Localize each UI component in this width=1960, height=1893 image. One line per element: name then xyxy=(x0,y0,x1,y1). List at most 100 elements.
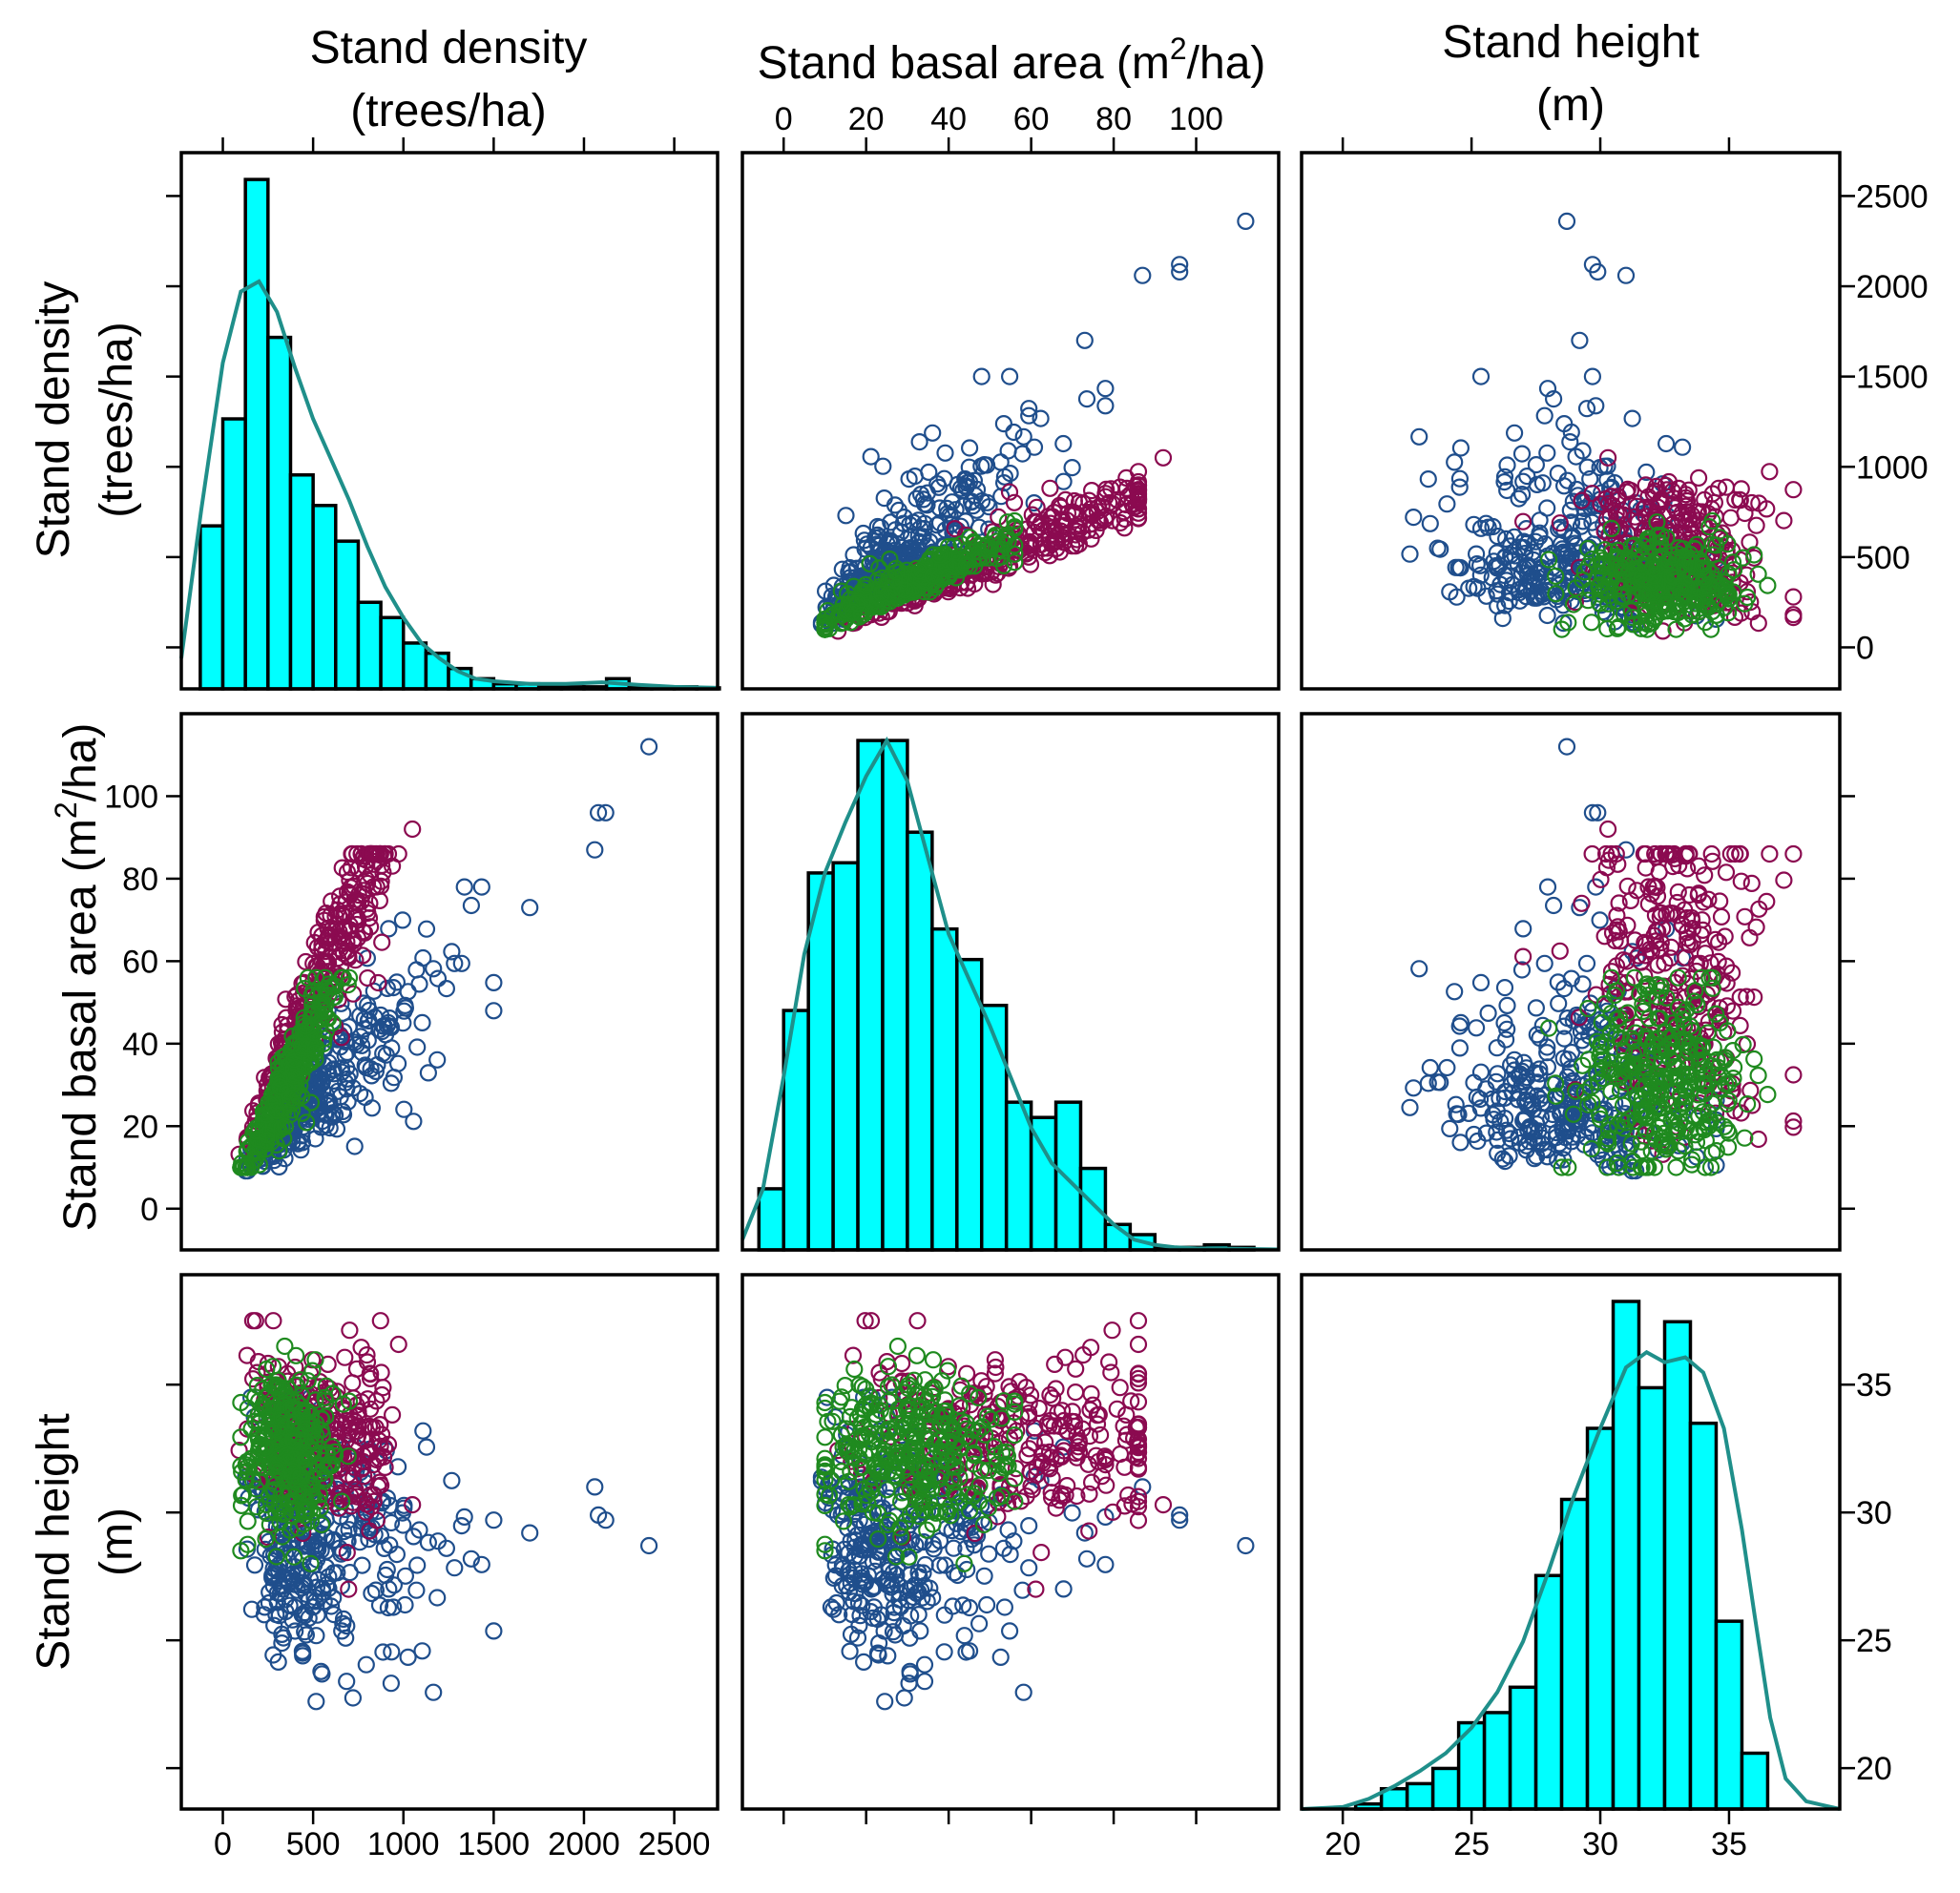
data-point xyxy=(378,979,396,998)
data-point xyxy=(1535,406,1553,425)
data-point xyxy=(1683,553,1701,572)
data-point xyxy=(437,979,455,998)
data-point xyxy=(639,738,658,756)
data-point xyxy=(1116,519,1134,537)
panel-frame xyxy=(1300,712,1842,1252)
data-point xyxy=(1539,1019,1558,1037)
data-point xyxy=(848,594,866,613)
data-point xyxy=(1514,472,1533,490)
data-point xyxy=(1637,606,1656,624)
data-point xyxy=(874,457,892,475)
histogram-bar xyxy=(831,861,860,1252)
data-point xyxy=(886,569,904,587)
data-point xyxy=(1721,509,1740,527)
data-point xyxy=(1759,1085,1777,1104)
data-point xyxy=(1495,473,1513,491)
data-point xyxy=(1520,558,1539,576)
data-point xyxy=(1784,481,1803,499)
panel-1-2 xyxy=(740,137,1281,691)
data-point xyxy=(404,820,422,839)
data-point xyxy=(1667,1158,1685,1176)
data-point xyxy=(396,1567,414,1585)
data-point xyxy=(393,911,411,929)
data-point xyxy=(1747,516,1765,534)
data-point xyxy=(389,1335,407,1354)
data-point xyxy=(1646,603,1665,621)
data-point xyxy=(586,841,604,859)
data-point xyxy=(1025,438,1044,456)
data-point xyxy=(357,1655,375,1674)
data-point xyxy=(1661,523,1679,542)
data-point xyxy=(1581,581,1600,599)
histogram-bar xyxy=(288,473,315,691)
density-curve xyxy=(179,279,719,690)
data-point xyxy=(1551,942,1569,960)
data-point xyxy=(443,943,461,961)
data-point xyxy=(1639,530,1658,548)
data-point xyxy=(1054,434,1073,453)
data-point xyxy=(1006,518,1024,536)
data-point xyxy=(1483,569,1501,587)
data-point xyxy=(1075,331,1094,349)
data-point xyxy=(1641,583,1659,601)
data-point xyxy=(1419,1074,1437,1092)
data-point xyxy=(1535,954,1553,972)
data-point xyxy=(1719,604,1738,622)
data-point xyxy=(1063,459,1081,477)
data-point xyxy=(854,524,872,543)
data-point xyxy=(1732,480,1750,498)
panel-1-1 xyxy=(166,137,721,691)
data-point xyxy=(1421,514,1439,532)
data-point xyxy=(1467,545,1486,563)
data-point xyxy=(586,1478,604,1496)
data-point xyxy=(837,507,855,525)
data-point xyxy=(455,878,473,896)
data-point xyxy=(1471,367,1491,385)
data-point xyxy=(1750,494,1768,512)
data-point xyxy=(1020,400,1038,418)
data-point xyxy=(1732,872,1750,890)
data-point xyxy=(940,567,958,586)
data-point xyxy=(1498,481,1516,500)
histogram-bar xyxy=(757,1187,785,1252)
data-point xyxy=(1639,488,1658,506)
data-point xyxy=(1538,444,1556,462)
data-point xyxy=(399,983,417,1001)
data-point xyxy=(906,543,925,561)
data-point xyxy=(399,1648,417,1667)
data-point xyxy=(960,439,979,457)
data-point xyxy=(344,1374,362,1392)
data-point xyxy=(1096,1555,1115,1573)
data-point xyxy=(870,559,888,577)
data-point xyxy=(1401,545,1419,563)
data-point xyxy=(979,541,998,559)
data-point xyxy=(1020,1559,1038,1577)
data-point xyxy=(1005,493,1024,511)
data-point xyxy=(1717,582,1735,600)
data-point xyxy=(1405,1079,1423,1097)
data-point xyxy=(1070,515,1088,533)
data-point xyxy=(1551,514,1569,532)
data-point xyxy=(428,1051,447,1069)
data-point xyxy=(455,1508,473,1527)
data-point xyxy=(324,1060,343,1078)
data-point xyxy=(1471,1063,1491,1081)
data-point xyxy=(1663,546,1681,564)
data-point xyxy=(1759,576,1777,594)
data-point xyxy=(1510,489,1528,508)
data-point xyxy=(1592,495,1610,513)
data-point xyxy=(417,920,436,938)
data-point xyxy=(1001,465,1019,483)
data-point xyxy=(384,1405,402,1425)
data-point xyxy=(380,920,398,938)
data-point xyxy=(1679,503,1697,522)
data-point xyxy=(1103,511,1121,530)
data-point xyxy=(945,557,964,576)
data-point xyxy=(972,367,990,385)
data-point xyxy=(1000,367,1019,385)
data-point xyxy=(1662,567,1681,586)
data-point xyxy=(1518,468,1536,486)
data-point xyxy=(307,1693,325,1711)
data-point xyxy=(1608,619,1627,637)
